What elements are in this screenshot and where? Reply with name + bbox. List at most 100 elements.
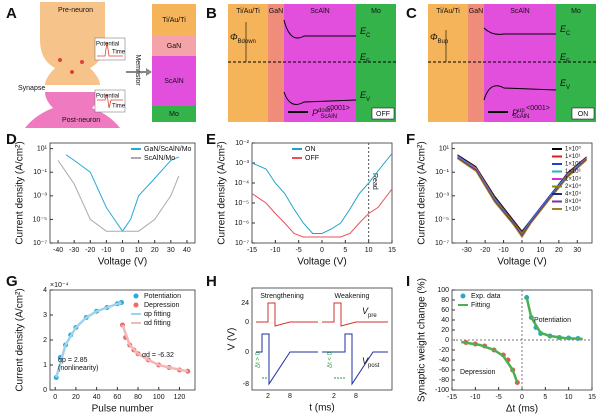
y-tick-label: 0	[245, 349, 249, 356]
polarization-label: P	[512, 108, 518, 118]
x-tick-label: -20	[480, 247, 490, 254]
direction-label: <0001>	[326, 105, 350, 112]
series-line	[65, 154, 180, 233]
x-tick-label: 80	[134, 394, 142, 401]
layer	[356, 4, 396, 122]
legend-label: ScAlN/Mo	[144, 155, 175, 162]
legend-label: Potentiation	[144, 293, 181, 300]
x-axis-label: Voltage (V)	[497, 257, 546, 268]
y-axis-label: V (V)	[227, 328, 238, 351]
y-tick-label: 10¹	[37, 145, 48, 152]
polarization-label: down	[318, 108, 332, 114]
legend-label: 4×10⁴	[565, 191, 582, 198]
polarization-label: P	[312, 108, 318, 118]
x-tick-label: 8	[288, 393, 292, 400]
band-ec	[483, 27, 556, 35]
legend-label: Depression	[144, 302, 180, 309]
band-label: F	[566, 59, 570, 65]
y-axis-label: Synaptic weight change (%)	[417, 278, 428, 402]
layer	[152, 56, 196, 106]
layer-label: Ti/Au/Ti	[436, 8, 460, 15]
x-tick-label: 0	[121, 247, 125, 254]
y-tick-label: 10⁻⁷	[33, 240, 47, 247]
legend-label: 1×10³	[565, 169, 581, 175]
y-tick-label: 3	[43, 312, 47, 319]
frame	[251, 287, 393, 391]
x-tick-label: -15	[247, 247, 257, 254]
y-tick-label: 80	[441, 297, 449, 304]
x-tick-label: -10	[470, 394, 480, 401]
layer	[152, 4, 196, 36]
band-label: E	[360, 26, 367, 36]
y-tick-label: -20	[439, 347, 449, 354]
x-tick-label: -20	[85, 247, 95, 254]
band-label: V	[566, 85, 570, 91]
label: Time	[112, 104, 126, 110]
inset	[94, 37, 126, 61]
x-axis-label: Pulse number	[92, 404, 154, 415]
y-tick-label: -40	[439, 357, 449, 364]
y-tick-label: 100	[437, 287, 449, 294]
series-line	[57, 160, 180, 232]
panel-letter: F	[406, 131, 415, 148]
layer-label: GaN	[167, 43, 181, 50]
barrier-label: Φ	[230, 32, 238, 42]
label: Δt < 0	[328, 351, 334, 368]
y-tick-label: 0	[43, 387, 47, 394]
layer-label: ScAlN	[310, 8, 329, 15]
y-tick-label: 40	[441, 317, 449, 324]
x-tick-label: 20	[555, 247, 563, 254]
polarization-label: up	[518, 108, 525, 114]
x-tick-label: 40	[183, 247, 191, 254]
legend-swatch	[133, 293, 139, 299]
x-tick-label: 2	[332, 393, 336, 400]
x-tick-label: -10	[499, 247, 509, 254]
state-box	[371, 107, 395, 120]
spike	[97, 41, 123, 57]
band-label: E	[360, 52, 367, 62]
layer-label: Mo	[371, 8, 381, 15]
layer-label: Mo	[169, 111, 179, 118]
panel-h: H Strengthening Weakening Δt > 0 Δt < 0 …	[206, 273, 393, 414]
band-label: F	[366, 59, 370, 65]
label: Pre-neuron	[58, 7, 93, 14]
y-tick-label: 10⁻²	[235, 140, 249, 147]
layer-label: ScAlN	[164, 78, 183, 85]
x-axis-label: Voltage (V)	[297, 257, 346, 268]
layer-label: GaN	[469, 8, 483, 15]
x-tick-label: 5	[543, 394, 547, 401]
y-tick-label: 10⁻³	[235, 160, 249, 167]
x-tick-label: 0	[53, 394, 57, 401]
x-tick-label: -10	[101, 247, 111, 254]
legend-label: Fitting	[471, 302, 490, 309]
y-tick-label: 20	[441, 327, 449, 334]
layer	[484, 4, 556, 122]
barrier-label: Φ	[430, 32, 438, 42]
band-ev	[283, 91, 357, 105]
label: Memristor	[134, 54, 141, 86]
x-tick-label: 20	[72, 394, 80, 401]
barrier-label: Bdown	[238, 39, 256, 45]
v-post-pulse	[256, 333, 318, 386]
label: Vpost	[362, 356, 380, 368]
layer	[152, 36, 196, 56]
y-tick-label: 10¹	[439, 145, 450, 152]
band-label: E	[560, 78, 567, 88]
layer-label: Ti/Au/Ti	[162, 17, 186, 24]
band-label: E	[560, 52, 567, 62]
layer-label: Mo	[571, 8, 581, 15]
x-tick-label: 30	[573, 247, 581, 254]
panel-letter: A	[6, 5, 17, 22]
series-line	[251, 188, 393, 238]
y-axis-label: Current density (A/cm²)	[217, 141, 228, 244]
x-tick-label: -15	[447, 394, 457, 401]
polarization-label: ScAlN	[320, 114, 337, 120]
y-tick-label: 1	[43, 362, 47, 369]
panel-letter: E	[206, 131, 216, 148]
band-label: EC	[360, 26, 371, 38]
x-tick-label: -40	[53, 247, 63, 254]
x-tick-label: 30	[167, 247, 175, 254]
layer	[468, 4, 484, 122]
legend-label: 1×10⁴	[565, 176, 582, 183]
annotation: αp = 2.85	[58, 357, 88, 364]
